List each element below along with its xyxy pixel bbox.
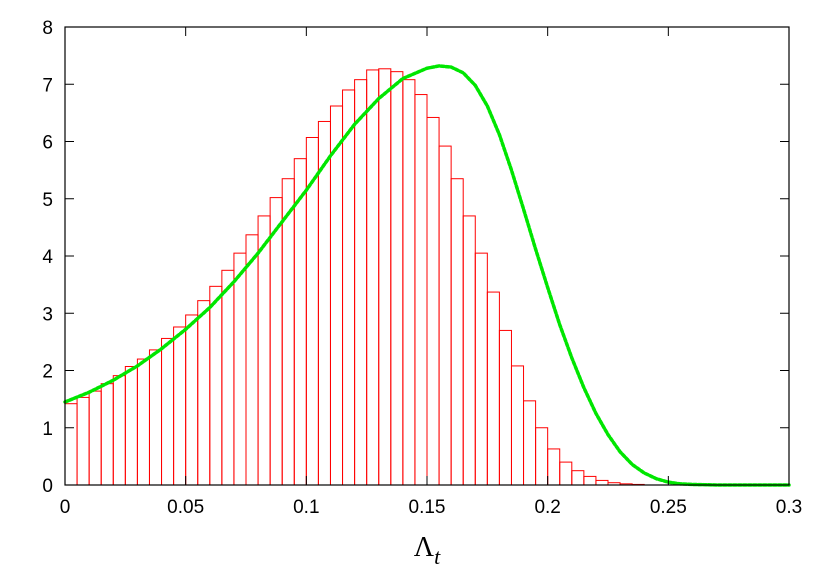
histogram-bar	[462, 215, 476, 486]
histogram-bar	[414, 94, 428, 486]
histogram-bar	[281, 178, 295, 486]
histogram-bar	[112, 375, 126, 486]
histogram-bar	[64, 403, 78, 486]
histogram-bar	[233, 252, 247, 486]
histogram-bar	[354, 79, 368, 486]
histogram-bar	[390, 71, 404, 486]
x-tick-label: 0.25	[650, 497, 687, 518]
histogram-bar	[317, 120, 331, 486]
histogram-bar	[88, 390, 102, 486]
y-tick-label: 2	[42, 362, 53, 383]
histogram-bar	[438, 145, 452, 486]
histogram-bar	[486, 291, 500, 486]
histogram-bar	[185, 314, 199, 486]
y-tick-label: 1	[42, 419, 53, 440]
histogram-bar	[136, 358, 150, 486]
histogram-bar	[173, 326, 187, 486]
histogram-bar	[595, 479, 609, 486]
y-tick-label: 7	[42, 75, 53, 96]
histogram-bar	[245, 234, 259, 486]
y-tick-label: 0	[42, 476, 53, 497]
histogram-bar	[221, 269, 235, 486]
y-tick-label: 8	[42, 18, 53, 39]
x-tick-label: 0.2	[534, 497, 560, 518]
histogram-bar	[209, 285, 223, 486]
histogram-bar	[450, 178, 464, 486]
y-tick-label: 6	[42, 133, 53, 154]
histogram-bar	[510, 365, 525, 486]
histogram-bar	[197, 300, 211, 486]
histogram-bar	[329, 105, 344, 486]
x-axis-title-subscript: t	[434, 544, 441, 569]
histogram-bar	[523, 400, 537, 486]
histogram-bar	[402, 79, 416, 486]
histogram-bar	[148, 349, 163, 486]
tick-labels: 0 0.05 0.1 0.15 0.2 0.25 0.3 0 1 2 3 4 5 6 7 8	[42, 18, 802, 518]
histogram-bar	[257, 215, 271, 486]
y-tick-label: 5	[42, 190, 53, 211]
axis-ticks	[64, 26, 790, 486]
x-axis-title-main: Λ	[414, 532, 435, 563]
x-tick-label: 0	[60, 497, 71, 518]
y-tick-label: 4	[42, 247, 53, 268]
histogram-bar	[547, 448, 561, 486]
histogram-bar	[535, 427, 549, 486]
histogram-bar	[571, 470, 585, 486]
histogram-bar	[559, 461, 573, 486]
histogram-bar	[269, 197, 283, 486]
fit-curve	[63, 64, 791, 487]
x-tick-label: 0.05	[167, 497, 204, 518]
histogram-bar	[100, 383, 114, 486]
histogram-bar	[342, 89, 356, 486]
histogram-bar	[293, 158, 307, 486]
x-tick-label: 0.15	[409, 497, 446, 518]
histogram-bars	[64, 68, 645, 486]
x-tick-label: 0.3	[776, 497, 802, 518]
histogram-bar	[498, 329, 512, 486]
x-tick-label: 0.1	[293, 497, 319, 518]
histogram-bar	[583, 475, 597, 486]
histogram-bar	[161, 337, 175, 486]
histogram-bar	[426, 116, 440, 486]
y-tick-label: 3	[42, 304, 53, 325]
x-axis-title: Λt	[414, 532, 441, 569]
histogram-bar	[366, 69, 380, 486]
histogram-bar	[76, 396, 90, 486]
histogram-bar	[474, 252, 488, 486]
fit-curve-layer	[63, 64, 791, 487]
histogram-bar	[124, 365, 138, 486]
histogram-bar	[378, 68, 392, 486]
